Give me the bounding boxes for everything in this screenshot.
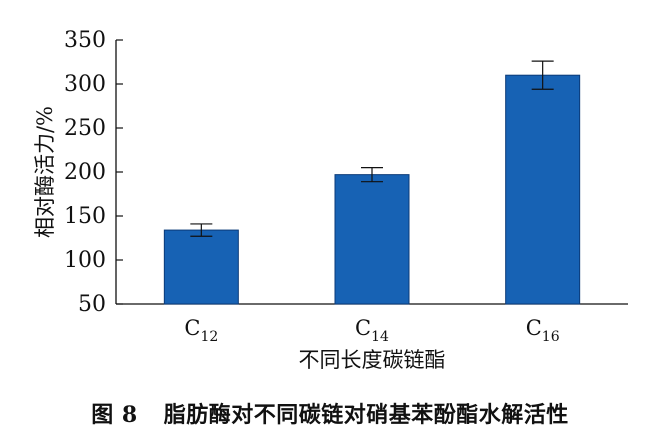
figure-number: 图 8 — [91, 402, 138, 428]
y-axis-title: 相对酶活力/% — [33, 106, 57, 238]
x-category-label: C14 — [355, 316, 389, 345]
figure-caption: 图 8 脂肪酶对不同碳链对硝基苯酚酯水解活性 — [0, 397, 660, 429]
y-tick-label: 200 — [64, 160, 106, 185]
figure-caption-text: 脂肪酶对不同碳链对硝基苯酚酯水解活性 — [163, 402, 569, 428]
axes: 50 100 150 200 250 300 350 — [64, 28, 628, 317]
x-category-subscript: 14 — [371, 329, 389, 345]
y-tick-label: 250 — [64, 116, 106, 141]
x-category-subscript: 12 — [200, 329, 218, 345]
y-tick-label: 50 — [78, 292, 106, 317]
y-tick-label: 150 — [64, 204, 106, 229]
bar — [163, 229, 239, 305]
x-axis-title: 不同长度碳链酯 — [299, 348, 446, 372]
bars — [163, 60, 581, 305]
x-category-base: C — [355, 316, 371, 340]
y-tick-label: 350 — [64, 28, 106, 53]
x-category-label: C16 — [526, 316, 560, 345]
x-category-label: C12 — [184, 316, 218, 345]
bar — [334, 174, 410, 305]
x-category-base: C — [526, 316, 542, 340]
x-category-subscript: 16 — [542, 329, 560, 345]
y-tick-label: 300 — [64, 72, 106, 97]
bar — [505, 74, 581, 305]
y-tick-label: 100 — [64, 248, 106, 273]
x-category-base: C — [184, 316, 200, 340]
